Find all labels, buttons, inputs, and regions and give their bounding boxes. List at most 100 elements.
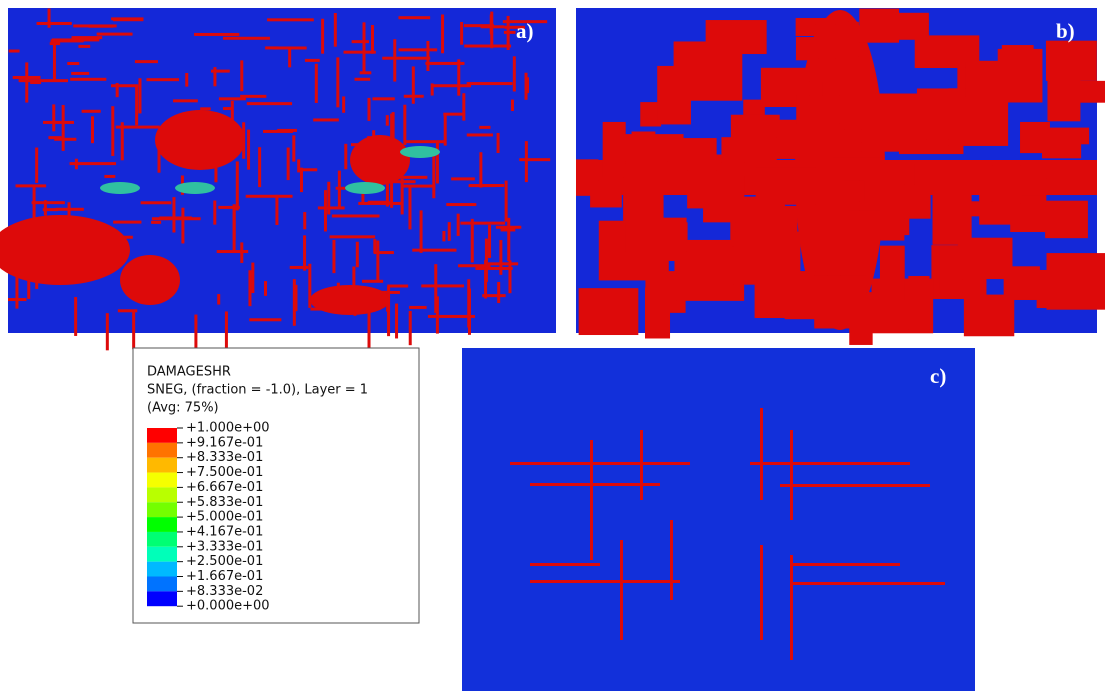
damage-region: [456, 213, 460, 236]
damage-region: [447, 222, 451, 241]
damage-region: [8, 49, 20, 53]
damage-region: [115, 125, 160, 129]
damage-region: [224, 311, 228, 360]
damage-region: [42, 120, 74, 124]
legend-label: +8.333e-01: [186, 450, 263, 465]
damage-region: [880, 183, 905, 241]
damage-region: [466, 82, 513, 86]
damage-region: [299, 167, 303, 193]
damage-region: [240, 60, 244, 92]
legend-label: +8.333e-02: [186, 584, 263, 599]
damage-region: [508, 260, 512, 294]
damage-region: [458, 264, 491, 268]
damage-region: [408, 185, 412, 230]
damage-region: [463, 24, 495, 28]
damage-region: [479, 125, 491, 129]
panel-c: [462, 348, 975, 691]
damage-region: [155, 110, 245, 170]
damage-region: [30, 81, 42, 85]
damage-region: [321, 18, 325, 54]
damage-region: [510, 99, 514, 112]
damage-region: [286, 147, 290, 181]
damage-region: [367, 312, 371, 356]
damage-region: [52, 42, 56, 80]
damage-region: [48, 136, 62, 140]
damage-region: [294, 284, 298, 312]
damage-region: [350, 135, 410, 185]
damage-region: [331, 214, 380, 218]
damage-region: [487, 262, 519, 266]
damage-region: [411, 66, 415, 104]
damage-region: [329, 235, 376, 239]
damage-region: [482, 294, 506, 298]
damage-region: [362, 22, 366, 72]
legend-label: +7.500e-01: [186, 465, 263, 480]
damage-region: [111, 84, 139, 88]
damage-region: [409, 305, 427, 309]
damage-region: [398, 16, 431, 20]
damage-region: [74, 297, 78, 336]
damage-region: [327, 181, 331, 215]
damage-region: [467, 279, 471, 328]
damage-region: [373, 251, 394, 255]
damage-region: [35, 147, 39, 183]
legend-subtitle: SNEG, (fraction = -1.0), Layer = 1: [147, 383, 368, 398]
damage-region: [499, 240, 503, 275]
damage-region: [194, 314, 198, 363]
legend-label: +0.000e+00: [186, 599, 270, 614]
damage-region: [813, 24, 836, 59]
damage-region: [815, 226, 841, 279]
damage-region: [289, 265, 309, 269]
damage-region: [185, 72, 189, 87]
damage-region: [625, 217, 687, 252]
damage-region: [222, 107, 234, 111]
damage-region: [393, 39, 397, 82]
damage-region: [859, 8, 900, 43]
damage-region: [81, 109, 101, 113]
damage-region: [132, 310, 136, 350]
crack: [530, 580, 680, 583]
legend-swatch: [147, 591, 177, 607]
damage-region: [140, 201, 172, 205]
damage-region: [297, 159, 301, 173]
damage-region: [313, 118, 339, 122]
damage-region: [71, 71, 90, 75]
damage-region: [391, 112, 395, 153]
damage-region: [412, 248, 457, 252]
damage-region: [673, 41, 743, 101]
crack: [560, 462, 690, 465]
damage-region: [100, 182, 140, 194]
damage-region: [403, 104, 407, 145]
damage-region: [502, 20, 548, 24]
panel-label: c): [930, 364, 946, 388]
legend-swatch: [147, 561, 177, 577]
damage-region: [373, 239, 377, 254]
crack: [790, 563, 900, 566]
damage-region: [503, 30, 516, 34]
damage-region: [342, 96, 346, 113]
damage-region: [484, 238, 488, 282]
damage-region: [376, 240, 380, 282]
damage-region: [314, 63, 318, 103]
damage-region: [246, 102, 293, 106]
damage-region: [667, 138, 717, 171]
damage-region: [432, 155, 436, 199]
damage-region: [344, 143, 348, 170]
damage-region: [451, 177, 475, 181]
damage-region: [441, 14, 445, 54]
damage-region: [957, 237, 1013, 280]
crack: [780, 484, 930, 487]
damage-region: [265, 46, 279, 50]
damage-region: [879, 245, 905, 301]
damage-region: [504, 180, 508, 222]
damage-region: [735, 196, 785, 249]
damage-region: [400, 178, 404, 215]
damage-region: [457, 59, 461, 96]
damage-region: [69, 162, 117, 166]
damage-region: [351, 40, 369, 44]
legend-label: +9.167e-01: [186, 435, 263, 450]
legend-label: +4.167e-01: [186, 524, 263, 539]
damage-region: [488, 224, 492, 258]
damage-region: [504, 25, 525, 29]
